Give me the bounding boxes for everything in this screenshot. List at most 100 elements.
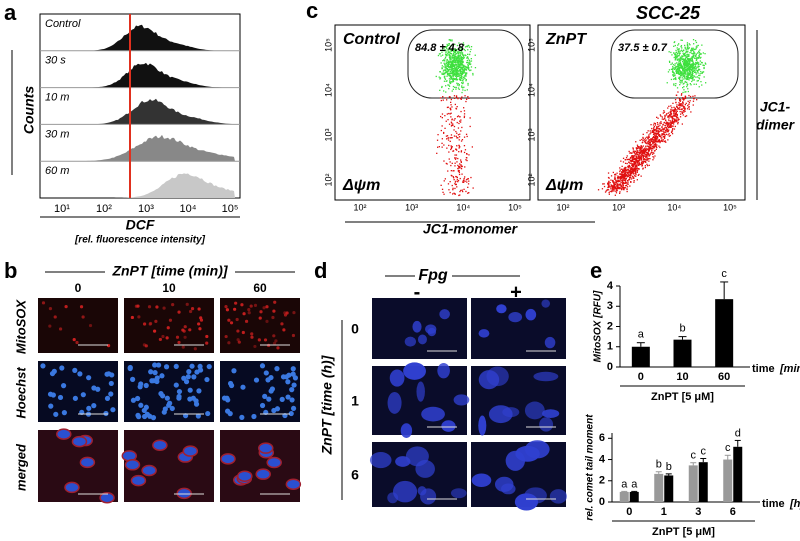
event-dot bbox=[459, 52, 462, 54]
event-dot bbox=[681, 72, 683, 74]
event-dot bbox=[678, 108, 680, 110]
event-dot bbox=[472, 187, 474, 189]
event-dot bbox=[678, 77, 680, 79]
event-dot bbox=[624, 174, 626, 176]
x-tick-label: 0 bbox=[626, 506, 632, 518]
event-dot bbox=[681, 93, 683, 95]
event-dot bbox=[648, 148, 650, 151]
event-dot bbox=[461, 73, 463, 76]
event-dot bbox=[687, 77, 689, 80]
nucleus bbox=[292, 375, 299, 381]
event-dot bbox=[642, 137, 644, 140]
cell bbox=[165, 336, 169, 340]
event-dot bbox=[668, 124, 670, 126]
event-dot bbox=[640, 161, 643, 164]
event-dot bbox=[687, 60, 689, 63]
cell bbox=[224, 334, 228, 339]
event-dot bbox=[607, 189, 610, 191]
event-dot bbox=[469, 117, 471, 119]
cell bbox=[235, 317, 239, 322]
event-dot bbox=[673, 56, 675, 59]
event-dot bbox=[653, 129, 656, 131]
x-tick-label: 1 bbox=[661, 506, 667, 518]
event-dot bbox=[686, 62, 688, 64]
event-dot bbox=[465, 80, 467, 82]
event-dot bbox=[629, 185, 631, 187]
event-dot bbox=[676, 69, 678, 71]
event-dot bbox=[636, 156, 638, 158]
event-dot bbox=[619, 170, 621, 173]
event-dot bbox=[663, 111, 666, 113]
event-dot bbox=[696, 57, 698, 59]
event-dot bbox=[636, 170, 638, 172]
event-dot bbox=[455, 96, 458, 98]
event-dot bbox=[686, 66, 688, 68]
event-dot bbox=[674, 74, 676, 76]
event-dot bbox=[445, 80, 447, 82]
event-dot bbox=[626, 155, 628, 157]
event-dot bbox=[459, 194, 461, 196]
event-dot bbox=[469, 51, 471, 53]
event-dot bbox=[635, 166, 637, 168]
event-dot bbox=[449, 53, 452, 55]
event-dot bbox=[624, 162, 627, 164]
event-dot bbox=[449, 61, 452, 63]
event-dot bbox=[673, 128, 676, 130]
event-dot bbox=[693, 56, 695, 58]
event-dot bbox=[454, 66, 456, 68]
event-dot bbox=[692, 79, 694, 81]
event-dot bbox=[696, 58, 698, 60]
event-dot bbox=[461, 86, 463, 88]
event-dot bbox=[443, 62, 445, 64]
event-dot bbox=[639, 139, 641, 141]
nucleus bbox=[148, 369, 154, 375]
event-dot bbox=[640, 145, 642, 147]
event-dot bbox=[458, 57, 461, 59]
event-dot bbox=[450, 75, 452, 77]
event-dot bbox=[684, 81, 686, 83]
event-dot bbox=[670, 109, 672, 111]
event-dot bbox=[629, 162, 631, 164]
event-dot bbox=[455, 78, 457, 81]
event-dot bbox=[679, 104, 682, 107]
event-dot bbox=[619, 167, 621, 169]
event-dot bbox=[664, 135, 666, 137]
event-dot bbox=[443, 59, 445, 62]
event-dot bbox=[698, 69, 700, 71]
event-dot bbox=[698, 74, 700, 77]
x-tick-label: 10² bbox=[96, 203, 112, 215]
event-dot bbox=[688, 74, 691, 76]
event-dot bbox=[676, 106, 679, 109]
event-dot bbox=[628, 158, 631, 160]
event-dot bbox=[444, 127, 446, 129]
event-dot bbox=[690, 59, 692, 62]
event-dot bbox=[678, 118, 680, 121]
nucleus bbox=[152, 362, 158, 368]
nucleus bbox=[279, 396, 285, 402]
event-dot bbox=[457, 63, 459, 65]
event-dot bbox=[656, 128, 658, 130]
x-title: ZnPT [5 μM] bbox=[652, 526, 715, 538]
event-dot bbox=[643, 150, 646, 152]
event-dot bbox=[633, 180, 635, 182]
x-axis-label: JC1-monomer bbox=[423, 221, 519, 237]
event-dot bbox=[675, 51, 678, 53]
event-dot bbox=[458, 165, 460, 168]
event-dot bbox=[681, 71, 683, 73]
event-dot bbox=[451, 44, 453, 46]
event-dot bbox=[690, 66, 693, 68]
event-dot bbox=[658, 125, 660, 127]
event-dot bbox=[680, 113, 682, 115]
event-dot bbox=[663, 122, 665, 124]
event-dot bbox=[452, 60, 454, 62]
event-dot bbox=[684, 61, 686, 63]
cell bbox=[229, 321, 234, 325]
event-dot bbox=[455, 183, 457, 186]
scatter-frame bbox=[334, 24, 531, 201]
event-dot bbox=[468, 53, 471, 56]
event-dot bbox=[441, 65, 443, 67]
event-dot bbox=[448, 158, 450, 160]
event-dot bbox=[640, 146, 642, 148]
event-dot bbox=[662, 140, 664, 143]
event-dot bbox=[688, 70, 690, 72]
